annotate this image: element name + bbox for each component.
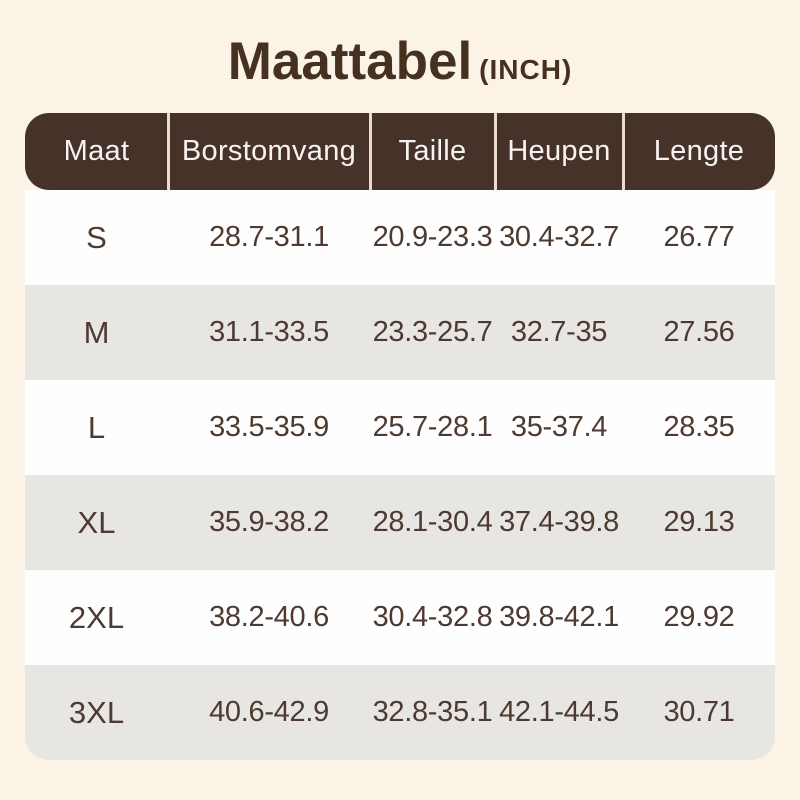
value-cell: 35.9-38.2 — [209, 506, 329, 538]
value-cell: 37.4-39.8 — [499, 506, 619, 538]
value-cell: 39.8-42.1 — [499, 601, 619, 633]
column-header-heupen: Heupen — [507, 135, 611, 167]
size-cell: XL — [77, 504, 116, 540]
size-cell: 3XL — [68, 694, 125, 730]
size-table: Maat Borstomvang Taille Heupen Lengte S … — [25, 113, 775, 760]
value-cell: 33.5-35.9 — [209, 411, 329, 443]
table-row-xl: XL 35.9-38.2 28.1-30.4 37.4-39.8 29.13 — [25, 475, 775, 570]
size-cell: M — [83, 314, 110, 350]
value-cell: 30.4-32.8 — [372, 601, 493, 633]
size-cell: 2XL — [68, 599, 125, 635]
page-title-unit: (INCH) — [479, 54, 573, 85]
column-divider — [167, 113, 170, 190]
page-title-main: Maattabel — [227, 32, 473, 91]
size-cell: L — [87, 409, 106, 445]
table-row-2xl: 2XL 38.2-40.6 30.4-32.8 39.8-42.1 29.92 — [25, 570, 775, 665]
table-row-l: L 33.5-35.9 25.7-28.1 35-37.4 28.35 — [25, 380, 775, 475]
value-cell: 28.7-31.1 — [209, 221, 329, 253]
value-cell: 40.6-42.9 — [209, 696, 329, 728]
column-divider — [622, 113, 625, 190]
table-row-3xl: 3XL 40.6-42.9 32.8-35.1 42.1-44.5 30.71 — [25, 665, 775, 760]
column-header-maat: Maat — [63, 135, 130, 167]
column-divider — [494, 113, 497, 190]
value-cell: 31.1-33.5 — [209, 316, 329, 348]
value-cell: 38.2-40.6 — [209, 601, 329, 633]
value-cell: 32.7-35 — [510, 316, 608, 348]
value-cell: 25.7-28.1 — [372, 411, 493, 443]
page-title: Maattabel (INCH) — [0, 0, 800, 104]
table-row-m: M 31.1-33.5 23.3-25.7 32.7-35 27.56 — [25, 285, 775, 380]
value-cell: 20.9-23.3 — [372, 221, 493, 253]
value-cell: 30.71 — [663, 696, 735, 728]
size-cell: S — [86, 219, 107, 255]
table-header-row: Maat Borstomvang Taille Heupen Lengte — [25, 113, 775, 190]
value-cell: 23.3-25.7 — [372, 316, 493, 348]
value-cell: 26.77 — [663, 221, 735, 253]
value-cell: 29.92 — [663, 601, 735, 633]
value-cell: 28.35 — [663, 411, 735, 443]
column-header-borstomvang: Borstomvang — [181, 135, 357, 167]
value-cell: 28.1-30.4 — [372, 506, 493, 538]
value-cell: 32.8-35.1 — [372, 696, 493, 728]
table-row-s: S 28.7-31.1 20.9-23.3 30.4-32.7 26.77 — [25, 190, 775, 285]
column-header-lengte: Lengte — [653, 135, 745, 167]
value-cell: 35-37.4 — [510, 411, 608, 443]
value-cell: 27.56 — [663, 316, 735, 348]
column-divider — [369, 113, 372, 190]
value-cell: 42.1-44.5 — [499, 696, 619, 728]
value-cell: 30.4-32.7 — [499, 221, 619, 253]
column-header-taille: Taille — [398, 135, 467, 167]
value-cell: 29.13 — [663, 506, 735, 538]
